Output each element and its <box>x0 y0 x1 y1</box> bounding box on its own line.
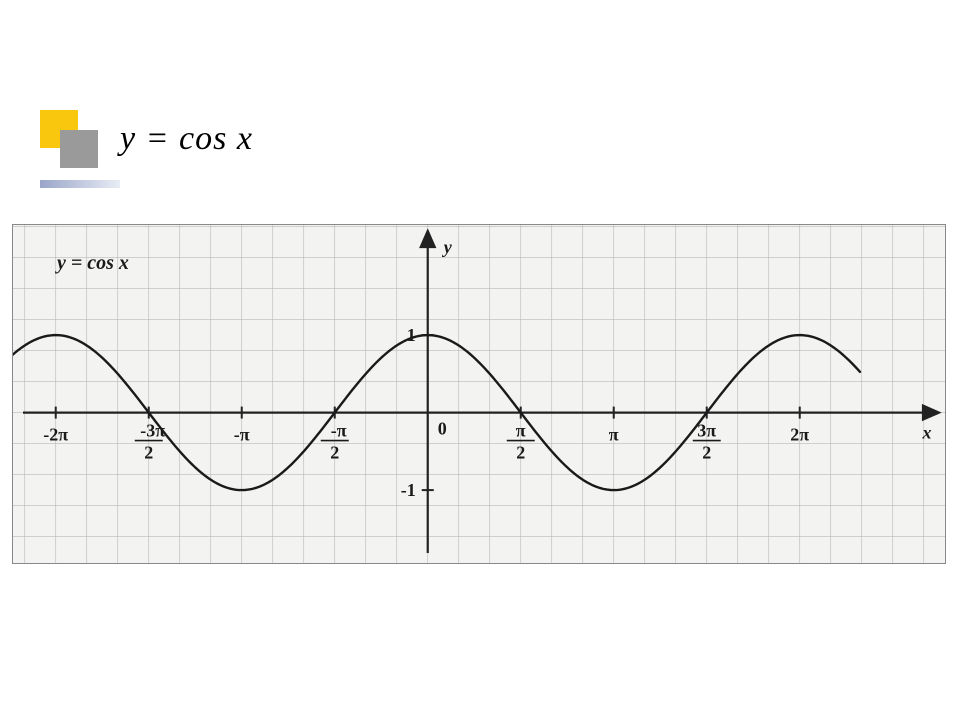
svg-text:2: 2 <box>144 443 153 463</box>
svg-text:2: 2 <box>516 443 525 463</box>
svg-text:y: y <box>442 237 453 257</box>
svg-text:-1: -1 <box>401 480 416 500</box>
chart-svg: 0-2π-3π2-π-π2π2π3π22π1-1xyy = cos x <box>13 225 945 563</box>
svg-text:2: 2 <box>702 443 711 463</box>
svg-text:-π: -π <box>331 421 347 441</box>
slide: y = cos x 0-2π-3π2-π-π2π2π3π22π1-1xyy = … <box>0 0 960 720</box>
svg-text:1: 1 <box>407 325 416 345</box>
svg-text:0: 0 <box>438 419 447 439</box>
svg-text:-2π: -2π <box>43 425 68 445</box>
svg-text:π: π <box>516 421 526 441</box>
cosine-chart: 0-2π-3π2-π-π2π2π3π22π1-1xyy = cos x <box>12 224 946 564</box>
separator-bar <box>40 180 120 188</box>
decoration-square-gray <box>60 130 98 168</box>
slide-title: y = cos x <box>120 120 253 158</box>
title-block: y = cos x <box>40 110 540 180</box>
svg-text:2: 2 <box>330 443 339 463</box>
svg-text:x: x <box>922 423 932 443</box>
svg-text:π: π <box>609 425 619 445</box>
svg-text:2π: 2π <box>790 425 809 445</box>
svg-text:y = cos x: y = cos x <box>55 252 129 274</box>
svg-text:3π: 3π <box>697 421 716 441</box>
svg-text:-π: -π <box>234 425 250 445</box>
